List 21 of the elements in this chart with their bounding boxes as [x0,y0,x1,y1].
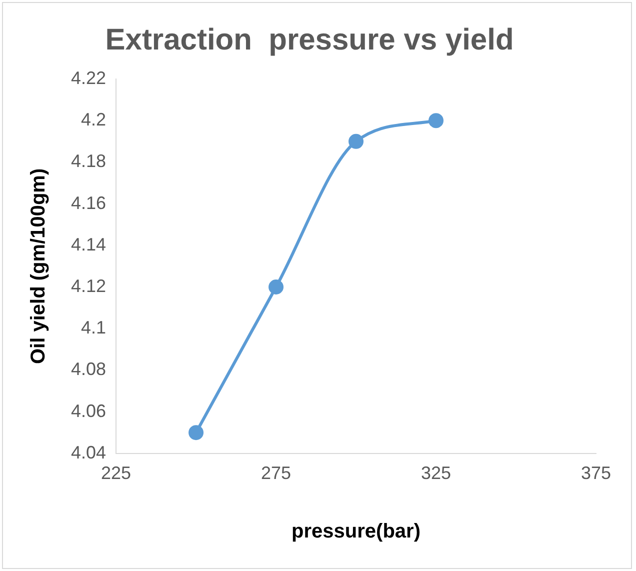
y-tick-label: 4.22 [70,68,106,88]
y-tick-label: 4.18 [70,151,106,172]
chart-title: Extraction pressure vs yield [105,23,514,56]
point [268,280,284,294]
y-tick-label: 4.12 [70,276,106,296]
point [428,113,444,128]
point [348,134,364,149]
y-tick-label: 4.16 [70,192,106,213]
y-tick-label: 4.14 [70,234,106,254]
x-axis-title: pressure(bar) [292,520,420,543]
y-tick-label: 4.08 [70,359,106,380]
y-tick-label: 4.1 [81,318,106,338]
x-tick-label: 325 [420,463,452,484]
x-tick-label: 275 [261,463,292,484]
y-tick-label: 4.2 [81,110,106,130]
x-tick-label: 225 [101,463,132,484]
y-axis-title: Oil yield (gm/100gm) [28,168,50,364]
point [188,425,204,440]
y-tick-label: 4.06 [70,400,106,421]
y-tick-label: 4.04 [70,442,106,462]
x-tick-label: 375 [580,463,612,484]
